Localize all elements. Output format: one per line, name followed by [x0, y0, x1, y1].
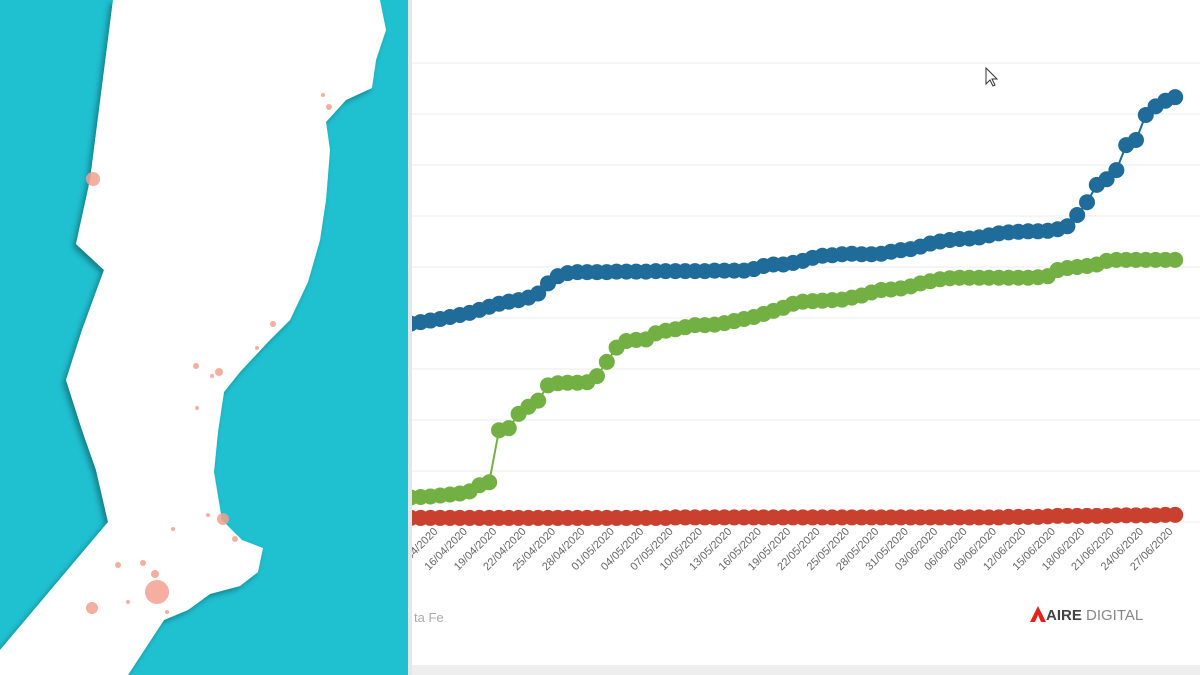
point [1167, 89, 1184, 106]
logo: AIRE DIGITAL [1030, 606, 1143, 624]
point [481, 474, 498, 491]
point [1069, 206, 1086, 223]
point [530, 392, 547, 409]
point [1167, 506, 1184, 523]
source: ta Fe [414, 610, 444, 625]
logo-bold: AIRE [1046, 607, 1082, 624]
point [1128, 132, 1144, 149]
divider [408, 0, 412, 675]
plot-area: 10/04/202013/04/202016/04/202019/04/2020… [412, 62, 1200, 573]
point [598, 353, 615, 370]
point [589, 368, 605, 385]
point [1059, 218, 1076, 235]
cursor [985, 66, 999, 87]
point [1167, 251, 1184, 268]
point [1108, 162, 1125, 179]
series-line [412, 96, 1176, 325]
map [0, 0, 408, 675]
point [1079, 194, 1095, 211]
logo-light: DIGITAL [1086, 607, 1143, 624]
point [530, 285, 547, 302]
point [500, 420, 517, 437]
footer-band [412, 665, 1200, 675]
